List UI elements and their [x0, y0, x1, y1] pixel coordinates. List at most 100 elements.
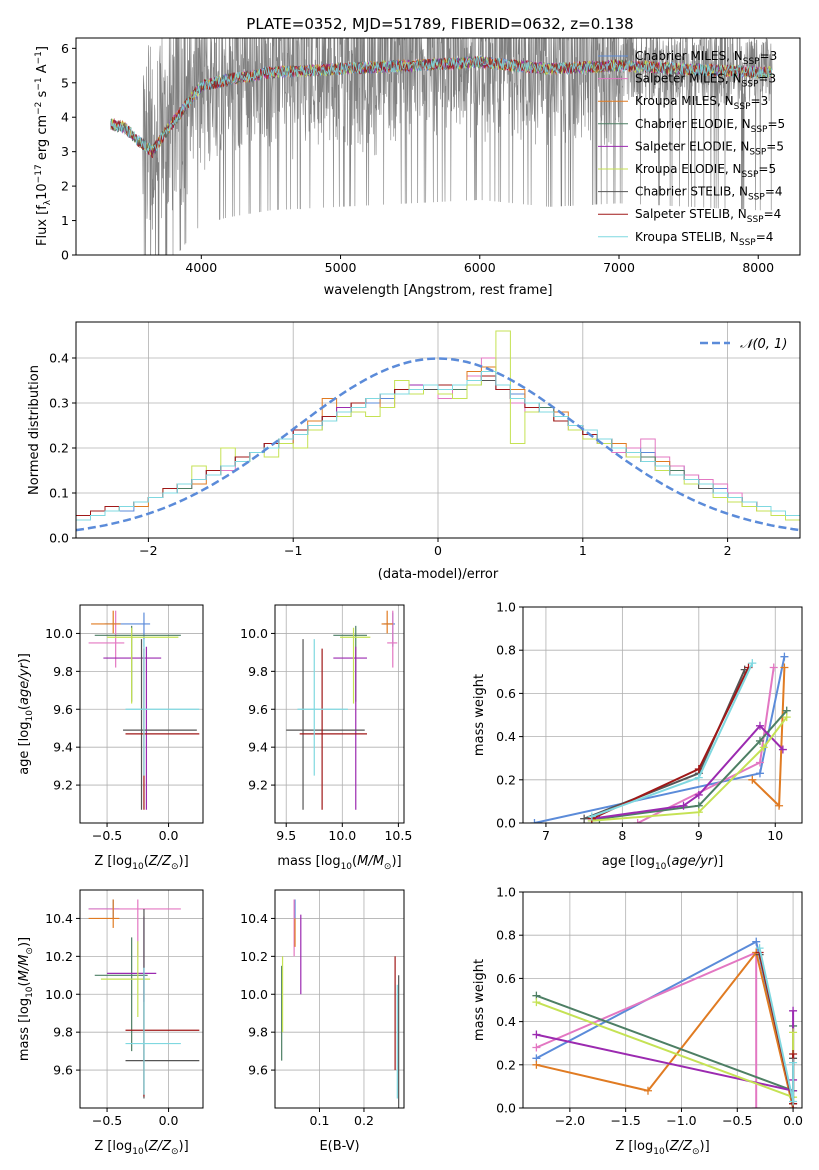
x-tick-label: −0.5 — [722, 1113, 752, 1128]
marker-kroupa_stelib — [789, 1058, 798, 1067]
legend-label: Salpeter STELIB, NSSP=4 — [635, 207, 781, 225]
line-chabrier_stelib — [583, 669, 746, 820]
marker-chabrier_stelib — [580, 814, 589, 823]
marker-salpeter_miles — [755, 758, 764, 767]
axes-frame — [75, 37, 801, 256]
line-kroupa_miles — [536, 950, 795, 1108]
line-kroupa_elodie — [591, 716, 788, 822]
y-tick-label: 0.0 — [496, 816, 516, 831]
y-tick-label: 1.0 — [496, 600, 516, 615]
x-axis-label: Z [log10(Z/Z⊙)] — [615, 1139, 709, 1157]
panel-spectrum: 4000 5000 6000 7000 8000 0 1 2 3 4 5 6 Chabrier MILE… — [34, 37, 801, 298]
legend-label: Chabrier MILES, NSSP=3 — [635, 49, 777, 67]
y-tick-label: 9.8 — [248, 664, 268, 679]
marker-chabrier_miles — [780, 652, 789, 661]
x-tick-label: 0.0 — [159, 1113, 179, 1128]
y-tick-label: 9.8 — [53, 664, 73, 679]
axes-frame — [79, 604, 204, 824]
marker-chabrier_elodie — [755, 736, 764, 745]
y-tick-label: 0 — [61, 248, 69, 263]
x-tick-label: 7000 — [603, 260, 635, 275]
x-axis-label: E(B-V) — [319, 1139, 359, 1154]
x-tick-label: 1 — [579, 543, 587, 558]
legend-label: Kroupa STELIB, NSSP=4 — [635, 230, 773, 248]
y-tick-label: 0.1 — [49, 486, 69, 501]
y-tick-label: 10.2 — [240, 949, 268, 964]
x-tick-label: 10.0 — [328, 828, 356, 843]
marker-kroupa_elodie — [789, 1028, 798, 1037]
y-tick-label: 5 — [61, 75, 69, 90]
x-tick-label: 9.5 — [276, 828, 296, 843]
panel-mass_vs_Z: −0.5 0.0 9.6 9.8 10.0 10.2 10.4 Z [log10(Z/Z⊙)]… — [17, 889, 204, 1157]
y-axis-label: Normed distribution — [27, 365, 42, 495]
x-axis-label: wavelength [Angstrom, rest frame] — [324, 283, 553, 298]
line-salpeter_stelib — [591, 667, 750, 820]
y-tick-label: 0.6 — [496, 686, 516, 701]
line-kroupa_stelib — [758, 947, 795, 1102]
x-tick-label: 0.1 — [310, 1113, 330, 1128]
plot-area-age_vs_mass — [286, 610, 398, 810]
x-tick-label: 6000 — [464, 260, 496, 275]
plot-area-spectrum — [110, 38, 773, 255]
y-tick-label: 10.0 — [45, 987, 73, 1002]
gaussian-curve — [76, 357, 800, 532]
marker-salpeter_miles — [752, 1104, 761, 1108]
y-tick-label: 0.4 — [49, 351, 69, 366]
y-tick-label: 0.6 — [496, 971, 516, 986]
histogram-kroupa_stelib — [76, 371, 800, 538]
x-tick-label: −0.5 — [92, 828, 122, 843]
x-tick-label: 4000 — [185, 260, 217, 275]
x-tick-label: 0 — [434, 543, 442, 558]
y-tick-label: 0.4 — [496, 1014, 516, 1029]
y-tick-label: 0.8 — [496, 643, 516, 658]
axes-frame — [79, 889, 204, 1109]
y-tick-label: 0.0 — [496, 1101, 516, 1116]
model-spectrum-salpeter_stelib — [110, 55, 772, 159]
y-tick-label: 10.0 — [240, 987, 268, 1002]
y-tick-label: 0.0 — [49, 531, 69, 546]
observed-spectrum — [110, 38, 773, 255]
axes-frame — [274, 889, 405, 1109]
x-tick-label: 2 — [724, 543, 732, 558]
marker-kroupa_miles — [775, 801, 784, 810]
y-tick-label: 4 — [61, 110, 69, 125]
plot-area-age_vs_Z — [88, 610, 200, 810]
y-tick-label: 10.2 — [45, 949, 73, 964]
line-salpeter_miles — [536, 950, 758, 1108]
x-axis-label: (data-model)/error — [378, 567, 499, 582]
marker-salpeter_elodie — [778, 745, 787, 754]
marker-kroupa_elodie — [759, 743, 768, 752]
legend-label: 𝒩(0, 1) — [740, 337, 787, 352]
legend-label: Kroupa ELODIE, NSSP=5 — [635, 162, 776, 180]
panel-mass_vs_ebv: 0.1 0.2 9.6 9.8 10.0 10.2 10.4 E(B-V) — [240, 889, 405, 1154]
y-tick-label: 0.8 — [496, 928, 516, 943]
y-tick-label: 9.2 — [53, 778, 73, 793]
x-tick-label: 0.2 — [354, 1113, 374, 1128]
x-tick-label: 10 — [767, 828, 783, 843]
x-axis-label: mass [log10(M/M⊙)] — [277, 854, 401, 872]
y-axis-label: mass weight — [472, 674, 487, 756]
x-axis-label: age [log10(age/yr)] — [602, 854, 724, 872]
y-tick-label: 10.0 — [45, 626, 73, 641]
y-tick-label: 2 — [61, 179, 69, 194]
y-tick-label: 0.4 — [496, 729, 516, 744]
y-tick-label: 9.6 — [248, 702, 268, 717]
y-tick-label: 1.0 — [496, 885, 516, 900]
x-axis-label: Z [log10(Z/Z⊙)] — [94, 854, 188, 872]
marker-salpeter_elodie — [532, 1030, 541, 1039]
y-tick-label: 0.2 — [49, 441, 69, 456]
y-tick-label: 9.2 — [248, 778, 268, 793]
line-chabrier_elodie — [599, 710, 788, 820]
y-tick-label: 9.6 — [53, 702, 73, 717]
axes-frame — [522, 606, 803, 824]
marker-kroupa_stelib — [748, 659, 757, 668]
legend-label: Chabrier STELIB, NSSP=4 — [635, 185, 783, 203]
plot-area-residual_histogram — [76, 330, 800, 538]
legend-label: Kroupa MILES, NSSP=3 — [635, 94, 768, 112]
y-axis-label: mass weight — [472, 959, 487, 1041]
marker-kroupa_stelib — [587, 812, 596, 821]
marker-salpeter_miles — [633, 819, 642, 823]
marker-kroupa_miles — [643, 1086, 652, 1095]
plot-area-massweight_vs_age — [530, 652, 791, 823]
